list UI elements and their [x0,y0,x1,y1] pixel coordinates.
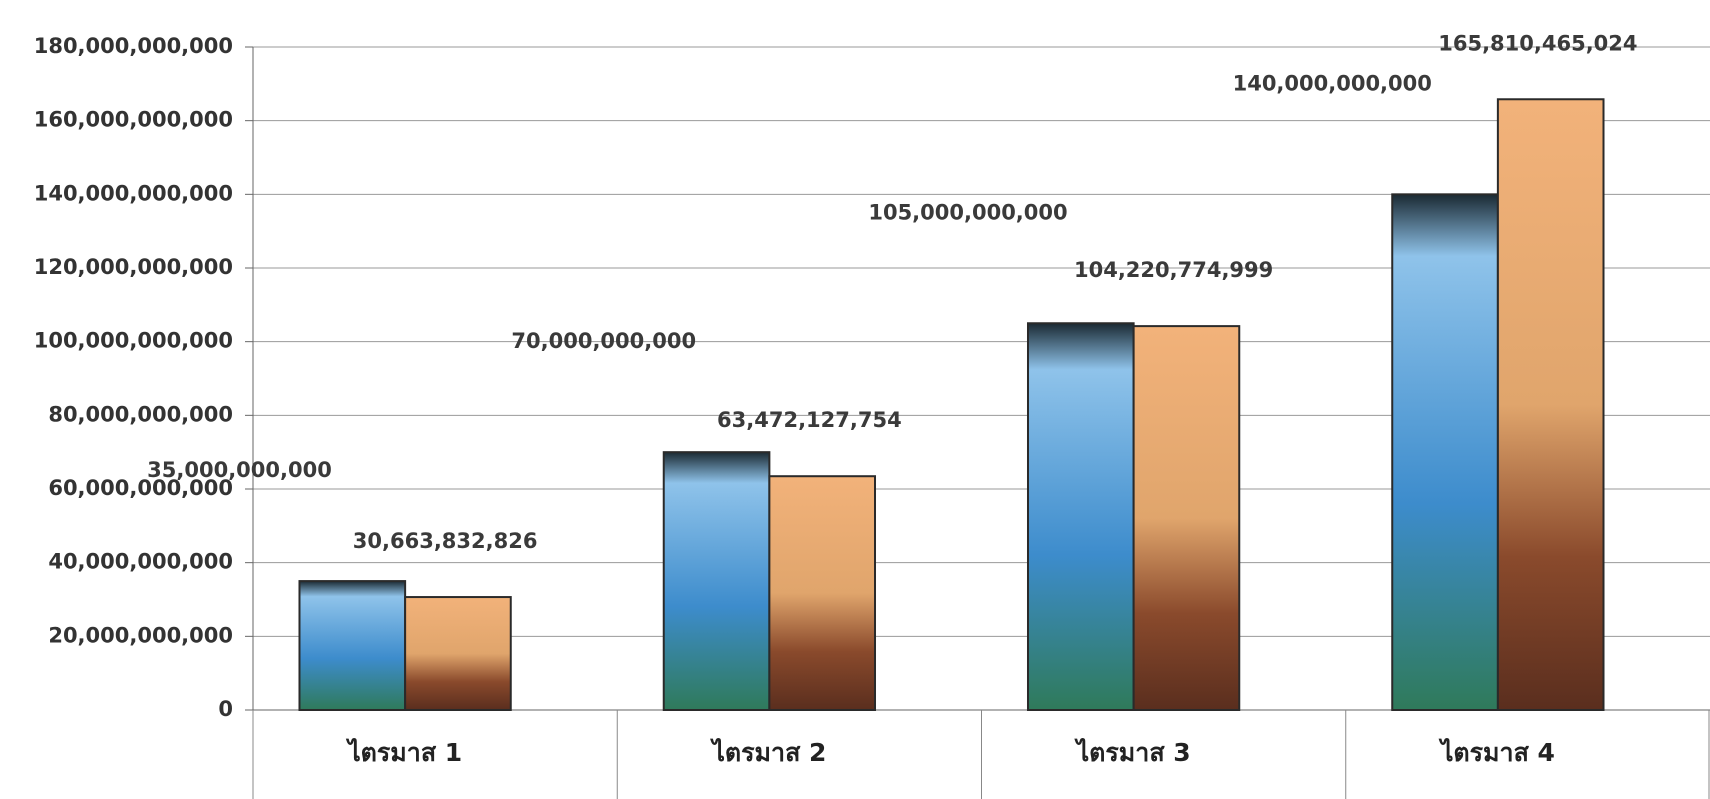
y-tick-label: 0 [218,697,233,721]
value-label: 140,000,000,000 [1233,71,1432,95]
x-tick-label: ไตรมาส 4 [1438,737,1555,767]
bar [1391,193,1499,712]
bar [1496,98,1605,712]
value-label: 30,663,832,826 [353,529,538,553]
bar [768,475,877,711]
value-label: 70,000,000,000 [511,329,696,353]
bar [1026,322,1135,711]
bar [404,596,512,711]
value-label: 35,000,000,000 [147,458,332,482]
value-label: 104,220,774,999 [1074,258,1273,282]
bar [662,451,771,711]
x-tick-label: ไตรมาส 3 [1074,737,1191,767]
y-tick-label: 20,000,000,000 [48,623,233,647]
bar [298,580,407,711]
bar [1132,325,1241,711]
y-tick-label: 80,000,000,000 [48,402,233,426]
value-label: 63,472,127,754 [717,408,902,432]
y-tick-label: 120,000,000,000 [34,255,233,279]
y-tick-label: 140,000,000,000 [34,181,233,205]
x-tick-label: ไตรมาส 2 [709,737,826,767]
value-label: 105,000,000,000 [868,200,1067,224]
y-tick-label: 60,000,000,000 [48,476,233,500]
y-tick-label: 180,000,000,000 [34,34,233,58]
value-label: 165,810,465,024 [1438,31,1637,55]
y-tick-label: 100,000,000,000 [34,329,233,353]
x-tick-label: ไตรมาส 1 [345,737,462,767]
y-tick-label: 160,000,000,000 [34,108,233,132]
y-tick-label: 40,000,000,000 [48,550,233,574]
